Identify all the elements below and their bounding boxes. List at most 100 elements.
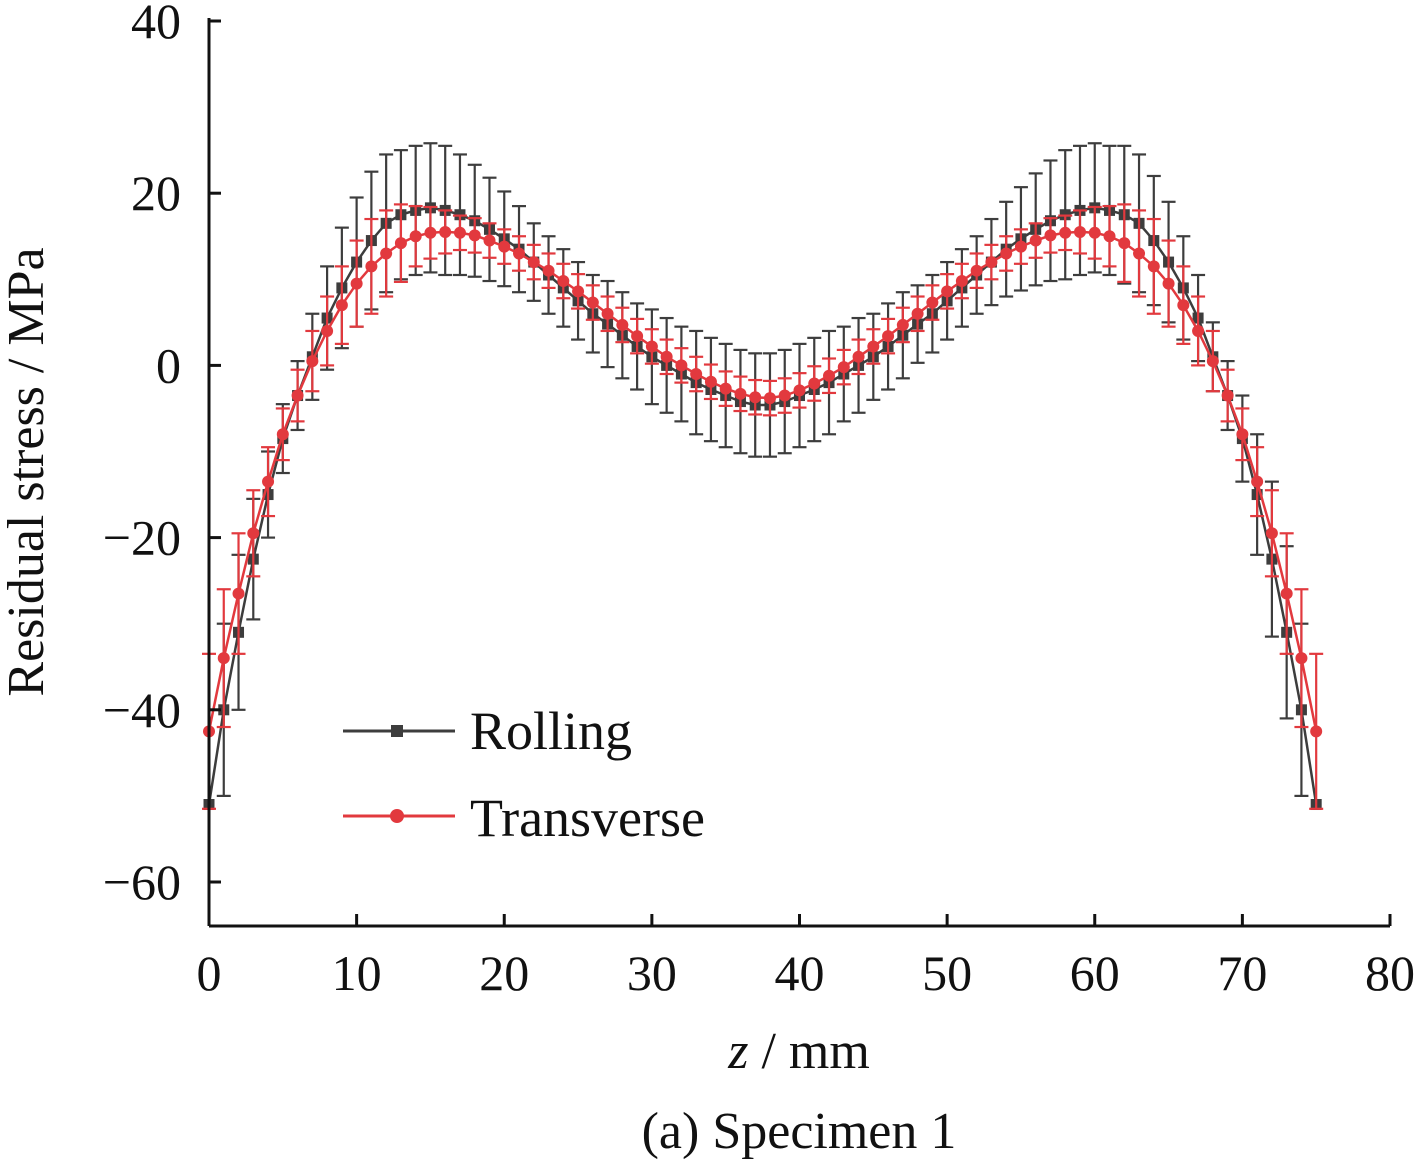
data-point-transverse — [424, 226, 437, 239]
data-point-transverse — [852, 350, 865, 363]
data-point-transverse — [439, 225, 452, 238]
data-point-transverse — [675, 359, 688, 372]
data-point-transverse — [1162, 277, 1175, 290]
data-point-transverse — [1192, 324, 1205, 337]
x-ticks: 0 10 20 30 40 50 60 70 80 — [197, 914, 1415, 1001]
axes: 40 20 0 −20 −40 −60 0 10 20 30 40 50 60 70 80 — [103, 0, 1415, 1001]
x-tick-label: 30 — [627, 945, 677, 1001]
data-point-transverse — [1310, 725, 1323, 738]
series-line-transverse — [207, 230, 1318, 732]
data-point-transverse — [704, 375, 717, 388]
data-point-transverse — [1059, 226, 1072, 239]
data-point-transverse — [586, 296, 599, 309]
data-point-transverse — [882, 330, 895, 343]
legend-item-rolling: Rolling — [343, 701, 632, 761]
data-point-transverse — [1133, 247, 1146, 260]
legend-label-transverse: Transverse — [470, 788, 705, 848]
y-tick-label: 40 — [131, 0, 181, 49]
data-point-transverse — [1265, 527, 1278, 540]
data-point-transverse — [1000, 247, 1013, 260]
data-point-transverse — [409, 230, 422, 243]
data-point-transverse — [926, 296, 939, 309]
data-point-transverse — [941, 285, 954, 298]
data-point-transverse — [867, 340, 880, 353]
data-point-transverse — [837, 361, 850, 374]
data-point-transverse — [970, 264, 983, 277]
y-tick-label: −40 — [103, 682, 181, 738]
x-axis-unit: / mm — [748, 1023, 869, 1080]
data-point-transverse — [808, 377, 821, 390]
data-point-transverse — [291, 389, 304, 402]
x-tick-label: 60 — [1070, 945, 1120, 1001]
y-tick-label: 20 — [131, 165, 181, 221]
legend-item-transverse: Transverse — [343, 788, 705, 848]
data-point-transverse — [955, 275, 968, 288]
data-point-transverse — [778, 389, 791, 402]
data-point-transverse — [601, 307, 614, 320]
figure-caption: (a) Specimen 1 — [642, 1103, 957, 1160]
x-tick-label: 10 — [332, 945, 382, 1001]
data-point-transverse — [498, 240, 511, 253]
data-point-transverse — [793, 384, 806, 397]
data-point-transverse — [557, 275, 570, 288]
data-point-transverse — [690, 368, 703, 381]
data-point-transverse — [1177, 299, 1190, 312]
data-point-transverse — [247, 527, 260, 540]
data-point-transverse — [527, 256, 540, 269]
error-bars-transverse — [202, 203, 1324, 810]
data-point-transverse — [1147, 260, 1160, 273]
data-point-transverse — [365, 260, 378, 273]
y-tick-label: −20 — [103, 510, 181, 566]
x-tick-label: 70 — [1217, 945, 1267, 1001]
data-point-transverse — [1073, 225, 1086, 238]
data-point-transverse — [350, 277, 363, 290]
x-axis-var: z — [727, 1023, 748, 1080]
data-point-transverse — [217, 652, 230, 665]
data-point-transverse — [985, 256, 998, 269]
data-point-transverse — [542, 264, 555, 277]
y-tick-label: −60 — [103, 854, 181, 910]
data-point-transverse — [1221, 389, 1234, 402]
data-point-transverse — [734, 387, 747, 400]
data-point-transverse — [1118, 237, 1131, 250]
x-tick-label: 80 — [1365, 945, 1415, 1001]
data-point-transverse — [335, 299, 348, 312]
data-point-transverse — [1280, 587, 1293, 600]
legend-marker-transverse — [390, 809, 404, 823]
y-ticks: 40 20 0 −20 −40 −60 — [103, 0, 221, 910]
data-point-transverse — [321, 324, 334, 337]
data-point-transverse — [276, 428, 289, 441]
data-point-transverse — [823, 369, 836, 382]
data-point-transverse — [749, 391, 762, 404]
data-point-transverse — [468, 229, 481, 242]
data-point-transverse — [719, 382, 732, 395]
x-tick-label: 20 — [479, 945, 529, 1001]
data-point-transverse — [394, 237, 407, 250]
data-point-transverse — [483, 234, 496, 247]
data-point-transverse — [232, 587, 245, 600]
data-point-transverse — [1295, 652, 1308, 665]
data-point-transverse — [262, 475, 275, 488]
data-point-transverse — [1206, 355, 1219, 368]
data-point-transverse — [1236, 428, 1249, 441]
data-point-transverse — [896, 318, 909, 331]
legend: Rolling Transverse — [343, 701, 705, 848]
data-point-transverse — [572, 285, 585, 298]
data-point-transverse — [453, 226, 466, 239]
data-point-transverse — [380, 247, 393, 260]
data-point-transverse — [631, 330, 644, 343]
legend-marker-rolling — [391, 725, 403, 737]
data-point-transverse — [911, 307, 924, 320]
data-point-transverse — [1044, 229, 1057, 242]
y-axis-title: Residual stress / MPa — [0, 247, 55, 696]
y-tick-label: 0 — [156, 337, 181, 393]
data-point-transverse — [513, 247, 526, 260]
x-tick-label: 40 — [775, 945, 825, 1001]
error-bars-rolling — [216, 142, 1309, 798]
data-point-transverse — [306, 355, 319, 368]
data-point-transverse — [616, 318, 629, 331]
legend-label-rolling: Rolling — [470, 701, 632, 761]
data-point-transverse — [1088, 226, 1101, 239]
data-point-transverse — [645, 340, 658, 353]
